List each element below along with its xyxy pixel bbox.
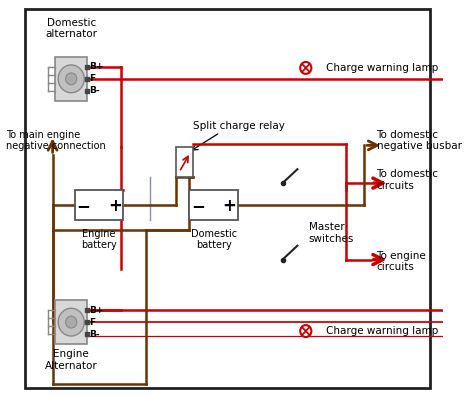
Text: Charge warning lamp: Charge warning lamp: [326, 326, 438, 336]
Text: B-: B-: [89, 330, 100, 339]
Text: B+: B+: [89, 62, 103, 71]
Text: B+: B+: [89, 306, 103, 315]
Text: −: −: [191, 197, 205, 215]
Text: −: −: [76, 197, 90, 215]
Text: Domestic
battery: Domestic battery: [191, 229, 237, 251]
Text: Master
switches: Master switches: [309, 222, 354, 243]
Bar: [55, 57, 87, 101]
Bar: [190, 190, 238, 220]
Text: Engine
Alternator: Engine Alternator: [45, 349, 98, 370]
Bar: [55, 300, 87, 344]
Text: B-: B-: [89, 86, 100, 95]
Text: F: F: [89, 318, 95, 327]
Bar: [75, 190, 123, 220]
Text: To engine
circuits: To engine circuits: [376, 251, 426, 272]
Circle shape: [65, 73, 77, 85]
Text: Charge warning lamp: Charge warning lamp: [326, 63, 438, 73]
Circle shape: [300, 62, 311, 74]
Text: To domestic
negative busbar: To domestic negative busbar: [376, 129, 462, 151]
Circle shape: [58, 308, 84, 336]
Text: +: +: [108, 197, 122, 215]
Circle shape: [65, 316, 77, 328]
Text: Engine
battery: Engine battery: [81, 229, 117, 251]
Text: F: F: [89, 74, 95, 83]
Text: Domestic
alternator: Domestic alternator: [45, 17, 97, 39]
Text: To main engine
negative connection: To main engine negative connection: [6, 129, 106, 151]
Circle shape: [300, 325, 311, 337]
Text: +: +: [222, 197, 237, 215]
Bar: [176, 147, 193, 177]
Circle shape: [58, 65, 84, 93]
Text: To domestic
circuits: To domestic circuits: [376, 170, 438, 191]
Text: Split charge relay: Split charge relay: [193, 121, 285, 131]
